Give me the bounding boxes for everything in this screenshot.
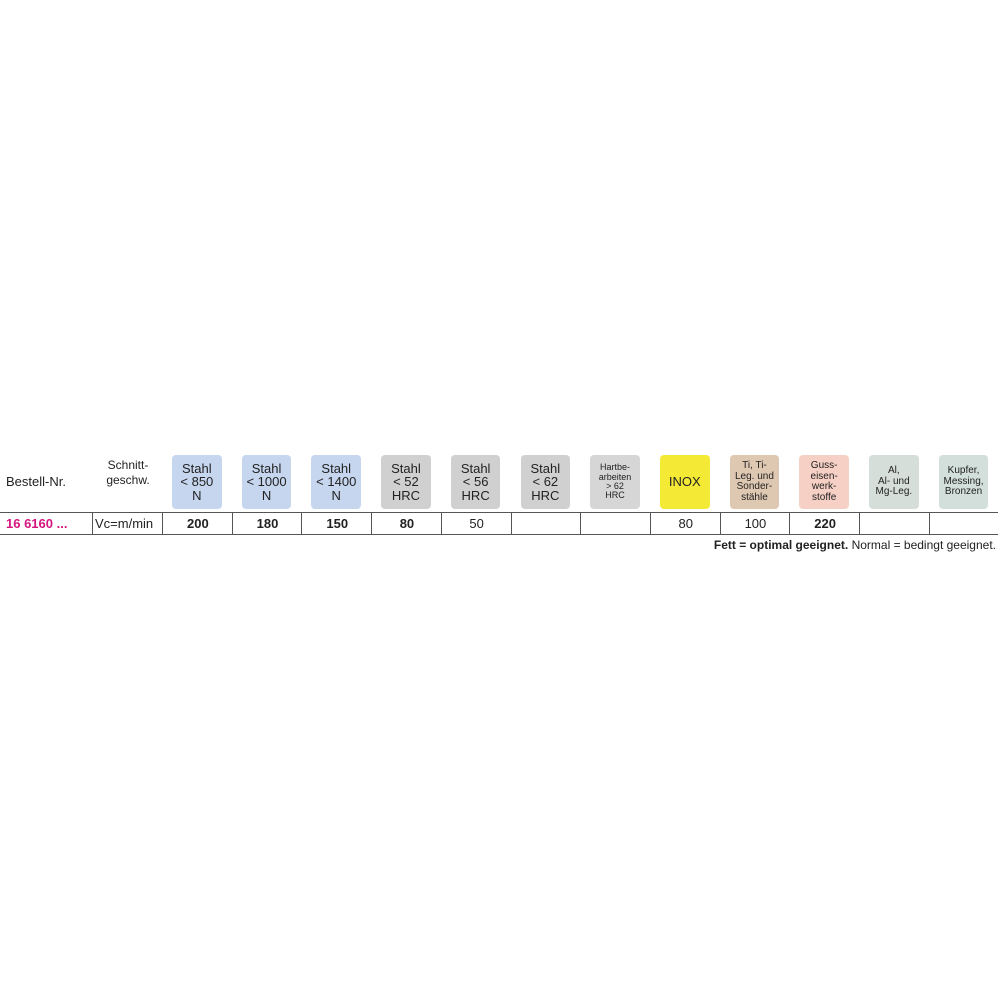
speed-header-line: geschw.	[106, 473, 150, 487]
order-header: Bestell-Nr.	[6, 474, 66, 489]
material-box: Ti, Ti- Leg. und Sonder-stähle	[729, 455, 780, 509]
material-label-line: stoffe	[812, 491, 837, 503]
material-box: Stahl < 52 HRC	[381, 455, 431, 509]
material-label-line: Ti, Ti-	[742, 460, 767, 471]
material-label-line: Bronzen	[944, 486, 983, 498]
material-label-line: < 850	[180, 474, 214, 490]
material-label-line: Leg. und	[734, 470, 774, 482]
row-top-border	[0, 512, 998, 513]
material-box: Al, Al- und Mg-Leg.	[869, 455, 919, 509]
material-label-line: Stahl	[391, 460, 421, 476]
material-label-line: Sonder-	[736, 481, 773, 492]
footer-bold: Fett = optimal geeignet.	[713, 538, 849, 552]
material-label-line: HRC	[605, 490, 625, 501]
value-cell: 150	[301, 513, 372, 534]
material-label-line: Hartbe-	[600, 462, 631, 473]
material-label-line: < 1400	[316, 474, 357, 490]
value-cell	[580, 513, 651, 534]
material-box: INOX	[659, 455, 710, 509]
value-cell	[859, 513, 930, 534]
material-label-line: Stahl	[321, 460, 352, 476]
value-cell: 100	[719, 513, 791, 534]
material-label-line: stähle	[741, 491, 768, 503]
material-label-line: > 62	[606, 481, 624, 491]
material-label-line: INOX	[668, 474, 701, 490]
material-label-line: N	[331, 487, 341, 503]
speed-header-line: Schnitt-	[107, 458, 149, 472]
material-label-line: Stahl	[251, 460, 282, 476]
material-label-line: < 62	[532, 474, 559, 490]
legend-footer: Fett = optimal geeignet. Normal = beding…	[714, 538, 996, 552]
material-label-line: eisen-	[810, 470, 838, 482]
value-cell: 80	[649, 513, 721, 534]
material-label-line: < 1000	[246, 474, 287, 490]
material-label-line: HRC	[531, 487, 560, 503]
value-cell	[510, 513, 582, 534]
value-cell: 220	[789, 513, 860, 534]
material-label-line: N	[261, 487, 272, 503]
material-box: Stahl < 1400 N	[311, 455, 362, 509]
value-cell	[928, 513, 1000, 534]
material-box: Stahl < 56 HRC	[450, 455, 501, 509]
material-label-line: HRC	[391, 487, 421, 503]
material-label-line: Stahl	[460, 460, 491, 476]
value-cell: 180	[231, 513, 303, 534]
value-cell: 50	[440, 513, 512, 534]
material-box: Guss-eisen-werk-stoffe	[799, 455, 849, 509]
material-label-line: Al,	[888, 465, 900, 477]
material-label-line: HRC	[461, 487, 490, 503]
footer-normal: Normal = bedingt geeignet.	[851, 538, 996, 552]
unit-cell: Vc=m/min	[92, 513, 162, 534]
row-bottom-border	[0, 534, 998, 535]
material-label-line: arbeiten	[598, 471, 632, 482]
material-box: Stahl < 62 HRC	[520, 455, 571, 509]
material-label-line: Messing,	[943, 475, 984, 487]
value-cell: 200	[162, 513, 233, 534]
material-label-line: Stahl	[530, 460, 561, 476]
material-label-line: werk-	[811, 481, 837, 492]
value-cell: 80	[371, 513, 442, 534]
material-label-line: N	[192, 487, 202, 503]
material-box: Hartbe-arbeiten > 62 HRC	[590, 455, 640, 509]
material-box: Stahl < 1000 N	[241, 455, 292, 509]
order-number: 16 6160 ...	[6, 516, 68, 531]
material-label-line: Kupfer,	[947, 465, 980, 477]
speed-header: Schnitt- geschw.	[96, 458, 160, 488]
material-label-line: Mg-Leg.	[875, 486, 913, 498]
material-label-line: Guss-	[810, 460, 838, 471]
material-label-line: Al- und	[878, 475, 910, 487]
material-box: Stahl < 850 N	[172, 455, 222, 509]
material-label-line: < 56	[462, 474, 489, 490]
material-box: Kupfer, Messing, Bronzen	[938, 455, 989, 509]
material-label-line: < 52	[393, 474, 419, 490]
material-label-line: Stahl	[182, 460, 212, 476]
